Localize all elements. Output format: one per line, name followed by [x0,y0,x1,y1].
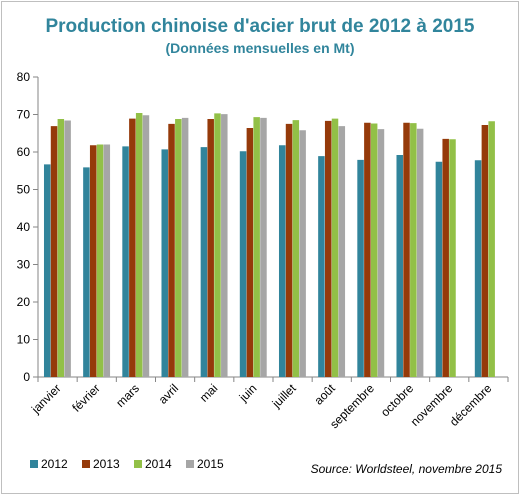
bar-2013-septembre [364,122,371,377]
legend-label-2013: 2013 [93,457,120,471]
bar-2012-novembre [435,161,443,377]
bar-2013-janvier [50,126,58,377]
bar-2015-juin [260,117,267,377]
chart-subtitle: (Données mensuelles en Mt) [165,40,355,56]
bar-2014-octobre [410,123,417,377]
bar-2014-mars [135,113,143,377]
bar-2014-juillet [292,120,300,377]
bar-2013-juin [246,128,254,377]
legend-swatch-2013 [82,460,90,468]
bar-2012-juin [239,151,247,377]
bar-2015-juillet [299,130,306,377]
bar-2013-novembre [442,138,449,377]
bar-2014-novembre [449,139,456,377]
bar-2015-mars [142,115,150,377]
bar-2013-mars [129,118,136,377]
x-tick-label: octobre [378,381,416,419]
bar-2014-mai [214,113,221,377]
legend: 2012 2013 2014 2015 [30,457,224,471]
bar-2014-août [331,118,339,377]
y-tick-label: 60 [17,145,31,159]
bar-2012-février [83,167,90,377]
plot-area: 0 10 20 30 40 50 60 70 80 janvier février mars avril… [17,70,509,431]
bar-2015-février [103,144,111,377]
bar-2012-mai [200,147,208,377]
bar-2012-décembre [474,160,482,377]
bar-2015-mai [221,114,228,377]
y-tick-label: 80 [17,70,31,84]
source-note: Source: Worldsteel, novembre 2015 [310,462,502,476]
x-tick-label: mai [197,381,221,405]
bar-2014-février [96,144,104,377]
legend-label-2015: 2015 [197,457,224,471]
bar-2014-janvier [57,119,65,377]
x-tick-label: février [69,381,102,414]
bar-2013-octobre [403,122,410,377]
y-tick-label: 70 [17,108,31,122]
bar-2013-avril [168,123,175,377]
bar-2013-août [324,120,332,377]
x-tick-label: juillet [269,381,299,411]
x-tick-label: avril [156,381,181,406]
legend-label-2014: 2014 [145,457,172,471]
legend-swatch-2015 [186,460,194,468]
bar-2013-juillet [285,123,293,377]
y-tick-label: 50 [17,183,31,197]
chart-title: Production chinoise d'acier brut de 2012… [45,16,475,37]
bar-2015-août [338,126,346,377]
bar-2015-avril [181,117,189,377]
y-tick-label: 30 [17,258,31,272]
x-tick-label: août [311,381,338,408]
y-tick-label: 10 [17,333,31,347]
bar-2014-avril [175,119,182,377]
x-tick-label: mars [113,381,142,410]
bar-2014-juin [253,117,260,377]
bar-2013-mai [207,119,214,377]
x-tick-label: décembre [447,381,495,429]
bar-2014-décembre [488,121,495,377]
bar-2012-octobre [396,155,403,377]
bar-2015-septembre [377,129,385,377]
bar-2012-avril [161,149,168,377]
bar-2014-septembre [370,123,378,377]
bar-2012-janvier [43,164,51,377]
x-tick-label: juin [236,381,260,405]
bar-2012-août [318,156,325,377]
y-tick-label: 40 [17,220,31,234]
y-tick-label: 20 [17,295,31,309]
bar-2013-février [89,145,97,377]
bar-2015-octobre [416,128,424,377]
bar-2012-mars [122,146,129,377]
x-tick-label: janvier [28,381,64,417]
legend-label-2012: 2012 [41,457,68,471]
legend-swatch-2012 [30,460,38,468]
bar-2012-septembre [357,159,364,377]
legend-swatch-2014 [134,460,142,468]
bar-2012-juillet [278,145,286,377]
y-tick-label: 0 [23,370,30,384]
bar-2013-décembre [481,125,489,377]
bar-2015-janvier [64,120,71,377]
